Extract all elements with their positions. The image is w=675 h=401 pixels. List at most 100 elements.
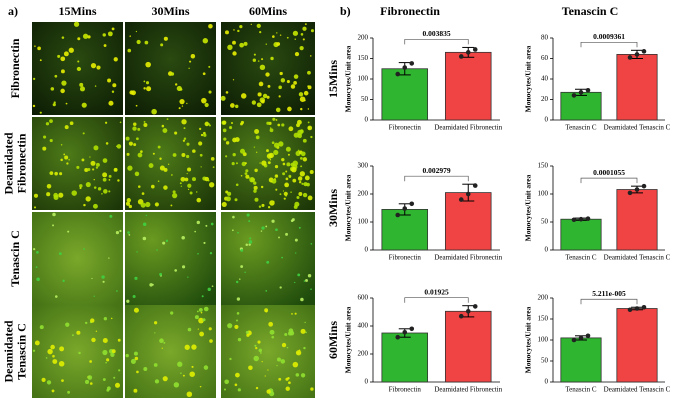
cell-dot <box>134 276 138 280</box>
cell-dot <box>222 128 227 133</box>
cell-dot <box>203 241 206 245</box>
cell-dot <box>184 344 190 350</box>
cell-dot <box>257 340 261 344</box>
bar <box>616 308 658 383</box>
cell-dot <box>165 239 169 243</box>
cell-dot <box>225 91 229 94</box>
cell-dot <box>177 361 183 367</box>
cell-dot <box>186 142 190 146</box>
cell-dot <box>111 90 115 93</box>
cell-dot <box>84 321 88 325</box>
cell-dot <box>256 151 258 153</box>
cell-dot <box>305 279 308 282</box>
cell-dot <box>181 235 185 240</box>
cell-dot <box>126 152 130 156</box>
cell-dot <box>261 58 264 61</box>
cell-dot <box>144 40 149 45</box>
cell-dot <box>64 125 69 130</box>
data-point <box>627 307 633 313</box>
cell-dot <box>176 85 182 92</box>
cell-dot <box>200 166 202 168</box>
cell-dot <box>304 23 307 26</box>
cell-dot <box>208 23 213 29</box>
cell-dot <box>92 203 98 209</box>
cell-dot <box>60 69 65 74</box>
cell-dot <box>151 108 157 115</box>
cell-dot <box>182 139 186 142</box>
cell-dot <box>187 276 189 278</box>
cell-dot <box>265 72 270 77</box>
bar <box>560 337 602 383</box>
cell-dot <box>148 163 154 169</box>
cell-dot <box>113 376 116 379</box>
y-tick-label: 60 <box>541 54 549 62</box>
cell-dot <box>200 133 204 137</box>
cell-dot <box>248 243 251 246</box>
cell-dot <box>290 84 296 89</box>
cell-dot <box>287 377 290 380</box>
cell-dot <box>265 225 268 228</box>
cell-dot <box>159 338 164 344</box>
cell-dot <box>173 382 180 388</box>
p-value: 0.01925 <box>424 287 449 296</box>
cell-dot <box>115 231 120 235</box>
cell-dot <box>235 183 239 187</box>
bar <box>444 310 492 383</box>
cell-dot <box>93 145 99 151</box>
cell-dot <box>307 195 313 201</box>
y-axis-label: Monocytes/Unit area <box>344 174 353 241</box>
x-tick-label: Tenascin C <box>565 124 597 132</box>
cell-dot <box>81 158 85 162</box>
cell-dot <box>106 386 111 391</box>
y-tick-label: 50 <box>541 357 549 365</box>
cell-dot <box>145 61 151 68</box>
cell-dot <box>230 103 235 108</box>
cell-dot <box>140 150 143 153</box>
cell-dot <box>288 174 292 178</box>
data-point <box>571 337 577 343</box>
cell-dot <box>146 86 152 92</box>
cell-dot <box>265 310 268 313</box>
y-tick-label: 100 <box>538 336 549 344</box>
cell-dot <box>280 359 286 364</box>
row-label: Fibronectin <box>14 133 28 193</box>
cell-dot <box>174 131 178 135</box>
cell-dot <box>287 106 292 112</box>
cell-dot <box>202 38 209 44</box>
cell-dot <box>270 56 274 61</box>
cell-dot <box>310 243 313 245</box>
x-tick-label: Deamidated Tenascin C <box>604 254 671 262</box>
micrograph <box>221 212 315 305</box>
cell-dot <box>264 375 266 377</box>
data-point <box>472 183 478 188</box>
cell-dot <box>291 218 295 222</box>
cell-dot <box>184 177 189 182</box>
cell-dot <box>200 311 203 314</box>
cell-dot <box>125 201 131 206</box>
y-tick-label: 200 <box>358 34 369 42</box>
cell-dot <box>68 158 70 161</box>
cell-dot <box>112 83 117 88</box>
cell-dot <box>282 172 286 176</box>
data-point <box>402 65 408 70</box>
cell-dot <box>256 23 261 29</box>
cell-dot <box>303 90 309 96</box>
cell-dot <box>281 256 283 259</box>
cell-dot <box>39 111 42 114</box>
cell-dot <box>182 374 185 377</box>
cell-dot <box>309 170 314 175</box>
cell-dot <box>235 372 240 378</box>
cell-dot <box>296 123 300 128</box>
cell-dot <box>220 95 226 101</box>
cell-dot <box>133 388 138 393</box>
cell-dot <box>259 352 262 354</box>
cell-dot <box>248 220 251 223</box>
cell-dot <box>269 159 272 161</box>
cell-dot <box>284 332 288 337</box>
micrograph <box>125 212 216 305</box>
cell-dot <box>267 161 271 165</box>
cell-dot <box>170 204 173 207</box>
cell-dot <box>145 201 151 208</box>
cell-dot <box>76 165 80 169</box>
